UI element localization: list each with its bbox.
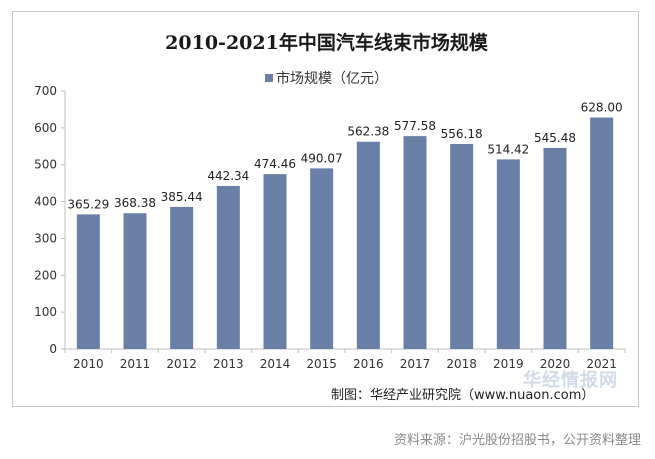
source-note: 资料来源：沪光股份招股书，公开资料整理	[393, 433, 641, 448]
bar	[123, 213, 147, 349]
data-label: 577.58	[394, 119, 436, 133]
legend-label: 市场规模（亿元）	[276, 71, 388, 87]
legend: 市场规模（亿元）	[13, 68, 640, 88]
x-tick-label: 2013	[213, 357, 244, 371]
chart-title: 2010-2021年中国汽车线束市场规模	[165, 32, 488, 54]
bar	[170, 206, 194, 349]
x-tick-label: 2011	[120, 357, 151, 371]
data-label: 556.18	[441, 127, 483, 141]
x-tick-label: 2021	[586, 357, 617, 371]
x-tick-label: 2010	[73, 357, 104, 371]
y-tick-label: 300	[34, 231, 57, 245]
y-tick-label: 600	[34, 121, 57, 135]
bar	[450, 144, 474, 349]
watermark: 华经情报网	[523, 370, 618, 391]
bar	[263, 174, 287, 349]
data-label: 514.42	[487, 142, 529, 156]
data-label: 385.44	[161, 190, 203, 204]
bar	[216, 185, 240, 349]
x-tick-label: 2015	[306, 357, 337, 371]
bar	[403, 136, 427, 349]
data-label: 628.00	[581, 101, 623, 115]
bar	[496, 159, 520, 349]
plot-area: 0 100 200 300 400 500 600 700 365.29 2010 368.38 20…	[34, 84, 626, 371]
bar	[356, 141, 380, 349]
y-tick-label: 400	[34, 195, 57, 209]
bar	[590, 117, 614, 349]
y-tick-label: 0	[49, 342, 57, 356]
y-tick-label: 700	[34, 84, 57, 98]
x-tick-label: 2012	[166, 357, 197, 371]
x-tick-label: 2019	[493, 357, 524, 371]
data-label: 368.38	[114, 196, 156, 210]
x-tick-label: 2016	[353, 357, 384, 371]
x-tick-label: 2018	[446, 357, 477, 371]
y-tick-label: 200	[34, 268, 57, 282]
y-tick-label: 100	[34, 305, 57, 319]
bar	[310, 168, 334, 349]
y-tick-label: 500	[34, 158, 57, 172]
x-tick-label: 2017	[400, 357, 431, 371]
x-tick-label: 2014	[260, 357, 291, 371]
data-label: 365.29	[67, 197, 109, 211]
chart-frame: 2010-2021年中国汽车线束市场规模 市场规模（亿元） 0 100 200 300…	[12, 11, 639, 407]
data-label: 474.46	[254, 157, 296, 171]
bar	[76, 214, 100, 349]
data-label: 490.07	[301, 151, 343, 165]
maker-credit: 制图：华经产业研究院（www.nuaon.com）	[331, 388, 595, 403]
data-label: 442.34	[207, 169, 249, 183]
bar	[543, 147, 567, 349]
data-label: 562.38	[347, 125, 389, 139]
data-label: 545.48	[534, 131, 576, 145]
legend-swatch	[265, 74, 273, 82]
x-tick-label: 2020	[540, 357, 571, 371]
